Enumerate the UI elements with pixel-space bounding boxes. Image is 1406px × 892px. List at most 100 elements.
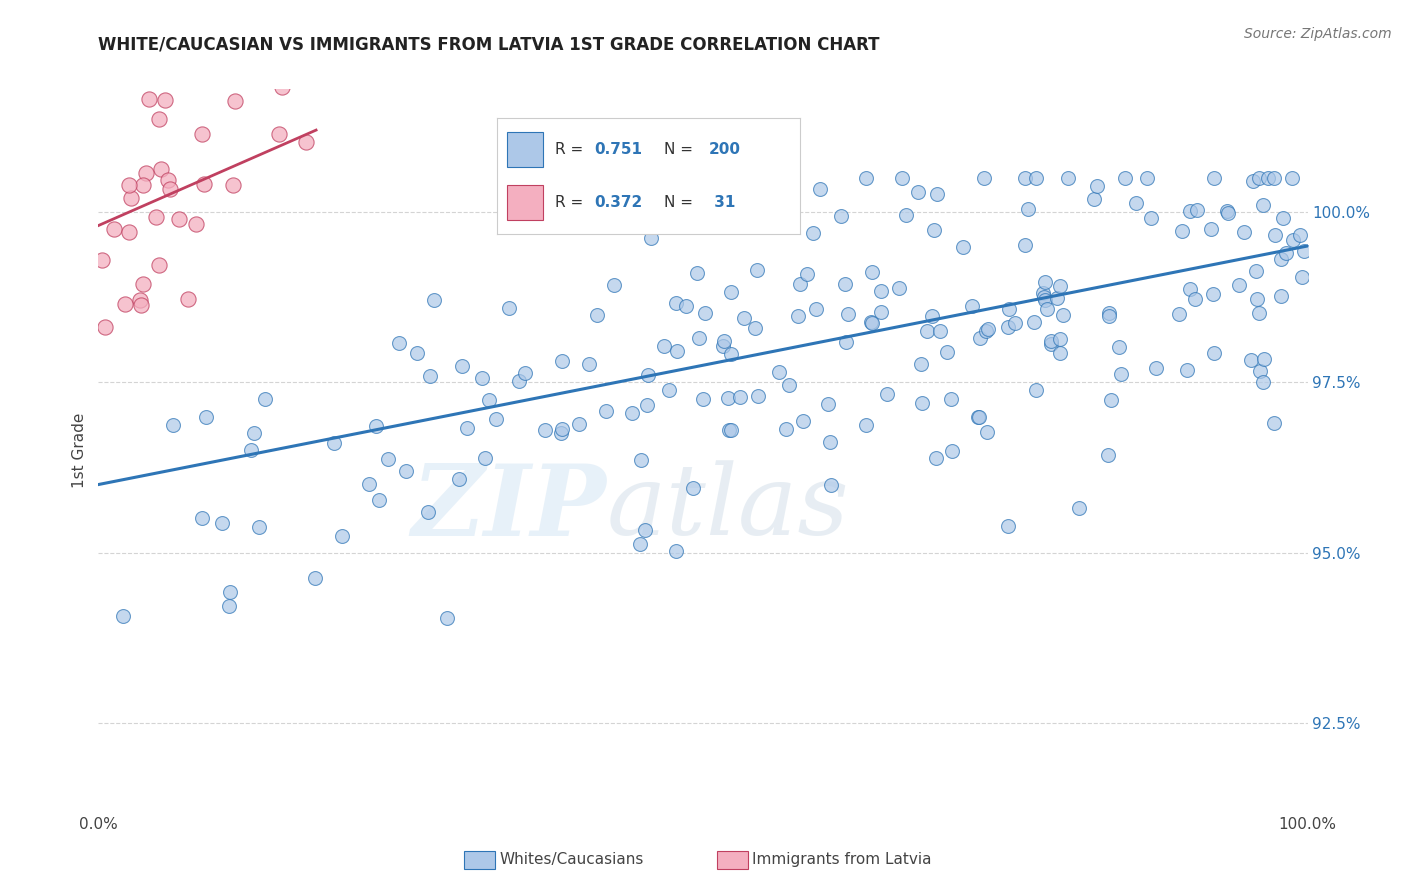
Point [184,217,207,231]
Point [952,239,974,253]
Point [416,505,439,519]
Point [1046,291,1069,305]
Point [188,52,211,66]
Point [132,277,155,292]
Point [1097,448,1119,462]
Point [1108,340,1130,354]
Point [925,187,948,202]
Point [118,178,141,192]
Point [939,392,962,407]
Point [1014,170,1036,185]
Point [167,211,190,226]
Point [929,325,952,339]
Point [894,208,917,222]
Point [1270,252,1292,267]
Point [388,335,411,350]
Point [976,425,998,440]
Point [478,393,501,408]
Point [551,353,574,368]
Point [222,178,245,192]
Point [193,178,215,192]
Point [1033,275,1056,289]
Point [155,93,177,107]
Point [112,609,135,624]
Point [395,464,418,478]
Point [1168,307,1191,321]
Point [90,253,112,268]
Point [1291,269,1313,284]
Point [471,371,494,385]
Point [138,92,160,106]
Point [1036,302,1059,317]
Point [1033,293,1056,307]
Point [1025,170,1047,185]
Point [675,299,697,313]
Point [966,409,988,424]
Point [860,265,883,279]
Point [910,357,932,371]
Point [267,127,290,141]
Point [1249,364,1271,378]
Point [1199,221,1222,235]
Point [870,304,893,318]
Point [730,390,752,404]
Point [789,277,811,292]
Point [148,258,170,272]
Point [1177,362,1199,376]
Point [720,423,742,437]
Point [211,516,233,530]
Point [967,409,990,424]
Point [534,423,557,437]
Point [419,368,441,383]
Point [1249,306,1271,320]
Point [1014,237,1036,252]
Point [1052,308,1074,322]
Point [887,281,910,295]
Point [1184,292,1206,306]
Point [621,406,644,420]
Point [1253,198,1275,212]
Point [817,397,839,411]
Point [1227,277,1250,292]
Point [1239,352,1261,367]
Point [720,285,742,299]
Point [1275,246,1298,260]
Point [436,611,458,625]
Point [775,422,797,436]
Point [733,311,755,326]
Point [925,450,948,465]
Point [129,298,152,312]
Point [515,366,537,380]
Point [1178,203,1201,218]
Point [498,301,520,315]
Point [682,481,704,495]
Point [550,421,572,435]
Point [1270,289,1292,303]
Point [1202,287,1225,301]
Point [1025,383,1047,397]
Point [1039,336,1062,351]
Point [834,277,856,291]
Point [1257,170,1279,185]
Point [1241,174,1264,188]
Point [713,334,735,348]
Point [977,322,1000,336]
Point [582,211,605,225]
Point [359,477,381,491]
Point [224,94,246,108]
Point [1139,211,1161,225]
Point [135,167,157,181]
Point [578,357,600,371]
Point [253,392,276,407]
Point [1292,244,1315,259]
Point [129,293,152,308]
Point [150,161,173,176]
Point [156,173,179,187]
Point [1244,264,1267,278]
Point [1032,290,1054,304]
Point [1017,202,1039,216]
Point [808,182,831,196]
Point [711,339,734,353]
Point [1032,286,1054,301]
Point [474,450,496,465]
